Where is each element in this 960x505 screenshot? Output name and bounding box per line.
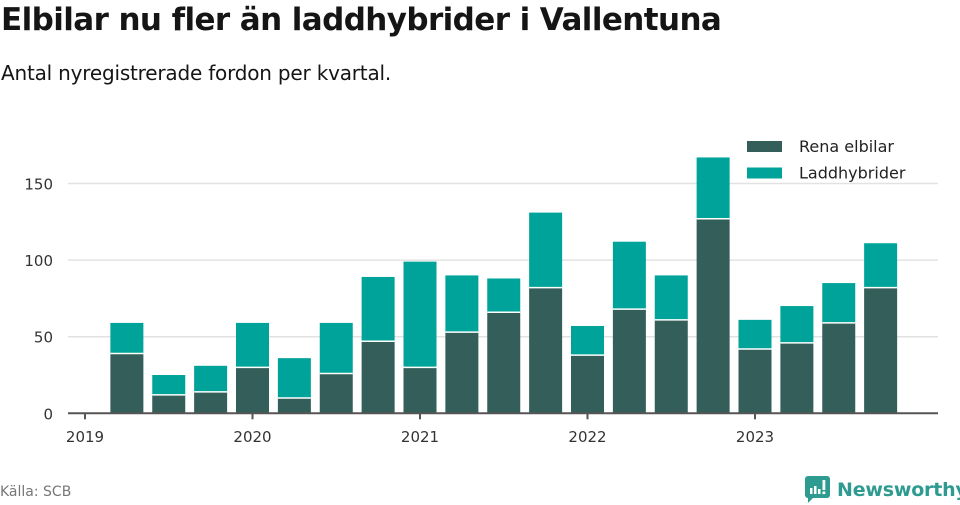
bar-group [403,261,437,414]
bar-rena-elbilar [864,287,898,414]
bar-group [822,283,856,414]
bar-rena-elbilar [612,309,646,414]
legend-swatch [747,141,782,152]
source-label: Källa: SCB [0,484,72,500]
bar-group [780,306,814,414]
bar-group [571,325,604,414]
bar-laddhybrider [654,275,688,320]
bar-group [319,322,353,414]
bar-laddhybrider [403,261,437,368]
bar-rena-elbilar [403,367,437,414]
bar-group [864,243,898,414]
y-axis-labels: 0 50 100 150 [24,176,53,424]
bar-group [654,275,688,414]
brand-name: Newsworthy [837,478,960,501]
bar-laddhybrider [696,157,730,219]
bar-rena-elbilar [277,397,311,414]
bar-group [487,278,521,414]
bar-laddhybrider [277,358,311,398]
bar-group [445,275,479,414]
bar-group [738,319,772,414]
bar-laddhybrider [822,283,856,323]
bar-laddhybrider [236,322,269,368]
legend-label: Rena elbilar [799,137,894,156]
bar-laddhybrider [152,375,186,395]
bar-rena-elbilar [319,373,353,414]
bars [110,157,898,414]
legend-item: Rena elbilar [747,137,894,156]
x-tick-label: 2023 [736,428,774,446]
bar-rena-elbilar [738,348,772,414]
bar-group [277,358,311,414]
bar-laddhybrider [361,276,395,342]
bar-rena-elbilar [236,367,269,414]
bar-laddhybrider [864,243,898,288]
bar-laddhybrider [110,322,144,354]
bar-group [110,322,144,414]
bar-rena-elbilar [529,287,563,414]
legend: Rena elbilar Laddhybrider [747,137,906,183]
bar-rena-elbilar [194,391,228,414]
bar-rena-elbilar [110,353,144,414]
bar-rena-elbilar [361,341,395,414]
chart-subtitle: Antal nyregistrerade fordon per kvartal. [1,61,392,85]
legend-swatch [747,167,782,179]
y-tick-label: 0 [43,405,53,423]
bar-laddhybrider [194,365,228,392]
y-tick-label: 100 [24,252,53,270]
bar-rena-elbilar [654,319,688,414]
bar-laddhybrider [571,325,604,356]
bar-group [236,322,269,414]
bar-laddhybrider [612,241,646,310]
bar-group [152,375,186,414]
x-axis: 2019 2020 2021 2022 2023 [66,412,938,446]
bar-group [194,365,228,414]
chart-title: Elbilar nu fler än laddhybrider i Vallen… [1,2,722,38]
bar-group [361,276,395,414]
bar-rena-elbilar [571,355,604,414]
bar-laddhybrider [780,306,814,343]
bar-laddhybrider [529,212,563,288]
legend-label: Laddhybrider [799,164,906,183]
bar-laddhybrider [445,275,479,333]
y-tick-label: 50 [34,329,53,347]
bar-group [529,212,563,414]
x-tick-label: 2022 [568,428,606,446]
y-tick-label: 150 [24,176,53,194]
bar-laddhybrider [738,319,772,349]
bar-group [612,241,646,414]
bar-rena-elbilar [445,332,479,414]
x-tick-label: 2021 [401,428,439,446]
bar-rena-elbilar [487,312,521,414]
bar-rena-elbilar [822,322,856,414]
newsworthy-logo: Newsworthy [805,476,960,503]
x-tick-label: 2019 [66,428,104,446]
newsworthy-logo-icon [805,476,830,503]
legend-item: Laddhybrider [747,164,906,183]
x-tick-label: 2020 [233,428,271,446]
bar-rena-elbilar [696,218,730,414]
bar-rena-elbilar [152,394,186,414]
bar-rena-elbilar [780,342,814,414]
bar-laddhybrider [319,322,353,374]
bar-group [696,157,730,414]
bar-laddhybrider [487,278,521,313]
